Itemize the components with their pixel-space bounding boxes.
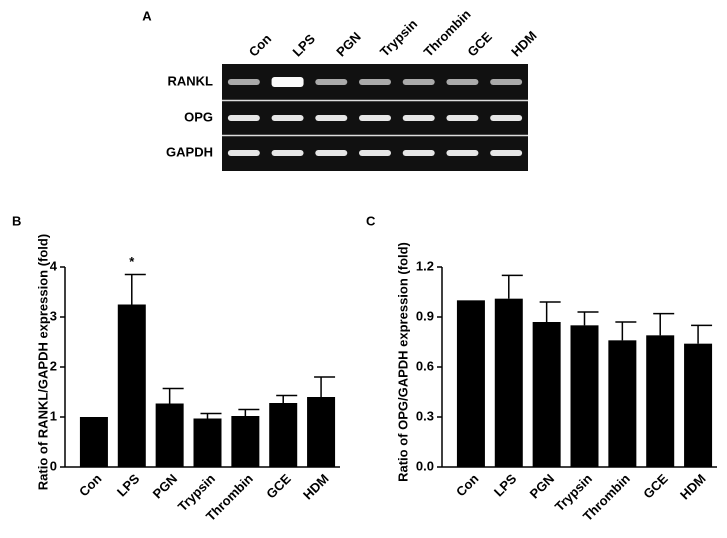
error-bar	[577, 311, 599, 326]
gel-band	[271, 115, 304, 121]
gel-band	[490, 150, 523, 156]
error-bar	[200, 412, 222, 419]
lane-label: GCE	[464, 29, 495, 60]
gel-band	[227, 79, 260, 85]
bar	[646, 335, 675, 467]
bar	[193, 418, 222, 467]
error-bar	[653, 312, 675, 336]
error-bar	[615, 321, 637, 341]
bar	[269, 403, 298, 467]
panel-label: B	[12, 213, 21, 228]
gel-band	[359, 115, 391, 121]
gel-band	[271, 150, 304, 156]
gel-band	[227, 115, 260, 121]
y-tick-label: 1	[50, 408, 57, 423]
y-tick-label: 1.2	[416, 258, 434, 273]
gel-band	[359, 150, 391, 156]
bar	[570, 325, 599, 467]
lane-label: HDM	[508, 28, 540, 60]
gel-band	[446, 150, 479, 156]
bar	[532, 322, 561, 467]
bar	[494, 298, 523, 467]
error-bar	[539, 301, 561, 322]
error-bar	[124, 273, 146, 305]
significance-label: *	[129, 254, 135, 269]
gel-band	[402, 79, 435, 85]
gel-band	[315, 79, 348, 85]
gel-band	[402, 115, 435, 121]
y-tick-label: 0.0	[416, 458, 434, 473]
bar	[608, 340, 637, 467]
error-bar	[314, 376, 336, 397]
lane-label: PGN	[333, 29, 364, 60]
y-tick-label: 4	[50, 258, 58, 273]
x-tick-label: LPS	[491, 471, 520, 500]
x-tick-label: PGN	[150, 471, 181, 502]
gel-band	[315, 115, 348, 121]
gel-band	[446, 79, 479, 85]
error-bar	[276, 394, 298, 403]
bar	[79, 417, 108, 467]
y-tick-label: 3	[50, 308, 57, 323]
gel-band	[227, 150, 260, 156]
gel-band	[402, 150, 435, 156]
row-label: OPG	[184, 109, 213, 124]
bar	[307, 397, 336, 467]
error-bar	[691, 324, 713, 344]
error-bar	[238, 408, 260, 416]
error-bar	[501, 274, 523, 299]
gel-band	[315, 150, 348, 156]
bar	[155, 403, 184, 467]
panel-label: A	[142, 8, 152, 23]
error-bar	[162, 387, 184, 404]
gel-band	[490, 115, 523, 121]
y-tick-label: 0.6	[416, 358, 434, 373]
x-tick-label: PGN	[527, 471, 558, 502]
bar	[231, 416, 260, 467]
gel-band	[490, 79, 523, 85]
x-tick-label: Con	[453, 471, 482, 500]
gel-band	[446, 115, 479, 121]
y-axis-label: Ratio of OPG/GAPDH expression (fold)	[395, 242, 410, 482]
y-tick-label: 0	[50, 458, 57, 473]
bar	[117, 304, 146, 467]
y-tick-label: 0.9	[416, 308, 434, 323]
x-tick-label: Con	[76, 471, 105, 500]
y-tick-label: 2	[50, 358, 57, 373]
x-tick-label: HDM	[677, 471, 709, 503]
lane-label: LPS	[290, 31, 319, 60]
panel-label: C	[366, 213, 376, 228]
x-tick-label: HDM	[300, 471, 332, 503]
bar	[456, 300, 485, 467]
row-label: GAPDH	[166, 144, 213, 159]
lane-label: Con	[246, 31, 275, 60]
gel-band	[359, 79, 391, 85]
x-tick-label: LPS	[114, 471, 143, 500]
y-tick-label: 0.3	[416, 408, 434, 423]
row-label: RANKL	[168, 73, 214, 88]
x-tick-label: GCE	[640, 471, 671, 502]
gel-band	[271, 77, 304, 87]
bar	[684, 343, 713, 467]
x-tick-label: GCE	[263, 471, 294, 502]
y-axis-label: Ratio of RANKL/GAPDH expression (fold)	[35, 234, 50, 490]
lane-label: Trypsin	[377, 16, 420, 59]
